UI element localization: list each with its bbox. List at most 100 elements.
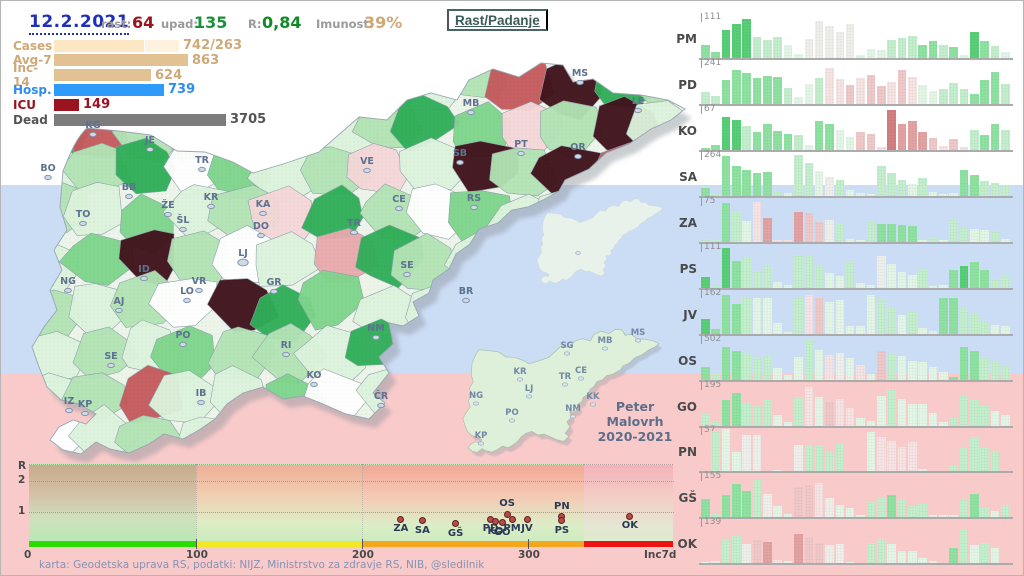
date-label: 12.2.2021 [29,12,130,35]
chart-bar [1001,238,1010,242]
chart-bar [845,24,855,59]
chart-bar [711,420,720,426]
chart-bar [701,366,710,380]
chart-bar [908,225,917,242]
chart-bar [887,110,896,151]
chart-bar [773,414,783,426]
chart-bar [804,212,814,242]
x-label-0: 0 [24,549,32,561]
chart-bar [742,73,751,105]
chart-bar [752,201,762,242]
chart-bar [970,228,979,242]
chart-bar [794,135,803,151]
svg-text:TR: TR [559,372,572,382]
scatter-point-label: PD [482,523,499,535]
chart-bar [825,301,834,334]
chart-bar [959,530,969,564]
chart-bar [928,41,938,59]
scatter-point-ok [626,512,634,520]
chart-bar [939,45,948,59]
chart-bar [752,173,762,196]
chart-bar [783,421,793,426]
chart-bar [918,45,927,59]
rast-padanje-button[interactable]: Rast/Padanje [447,9,548,31]
chart-bar [980,405,990,426]
chart-baseline [699,333,1013,336]
stat-row-hosp: Hosp. 739 [13,82,195,97]
chart-bar [897,224,907,242]
region-chart-label: ZA [679,215,697,230]
svg-text:MB: MB [463,98,480,109]
region-chart-label: PS [679,261,697,276]
stat-label: Inc-14 [13,61,39,90]
chart-bar [980,508,990,518]
chart-bar [980,229,990,242]
region-chart-label: PN [678,445,697,460]
svg-text:ČR: ČR [374,390,389,402]
chart-bar [814,396,824,426]
svg-text:LJ: LJ [238,248,248,259]
chart-bar [970,175,979,196]
svg-text:DO: DO [253,221,269,232]
scatter-point-go [498,519,506,527]
chart-bar [825,219,834,242]
chart-bar [742,220,751,242]
chart-bar [763,172,772,196]
chart-bar [908,77,917,105]
chart-bar [928,192,938,196]
chart-bar [845,407,855,426]
chart-bar [1001,364,1010,380]
chart-bar [752,132,762,151]
svg-text:NG: NG [469,391,483,401]
chart-bar [908,274,917,288]
chart-bar [949,376,958,380]
svg-text:KA: KA [256,199,271,210]
chart-bar [773,191,783,196]
upad-value: 135 [194,13,228,32]
chart-bar [908,360,917,380]
chart-bar [970,32,979,59]
chart-bar [845,357,855,380]
chart-bar [949,548,958,564]
chart-bar [897,447,907,472]
svg-text:CE: CE [392,194,405,205]
stat-label: Hosp. [13,82,52,97]
chart-bar [980,269,990,288]
chart-bar [711,561,720,564]
chart-bar [897,271,907,288]
strip-red [584,541,673,547]
chart-bar [783,561,793,564]
scatter-point-label: SA [414,524,430,536]
chart-bar [794,356,803,380]
chart-baseline [699,58,1013,61]
chart-bar [721,30,731,59]
chart-bar [970,261,979,288]
chart-bar [887,388,896,426]
chart-bar [773,131,783,151]
chart-bar [939,421,948,426]
chart-bar [742,170,751,196]
chart-bar [887,173,896,196]
chart-bar [825,272,834,288]
chart-bar [939,371,948,380]
chart-bar [835,505,845,518]
stat-value: 624 [155,67,183,83]
svg-text:RI: RI [281,340,292,351]
chart-bar [990,72,1000,105]
chart-bar [701,238,710,242]
chart-bar [908,403,917,426]
chart-bar [763,217,772,242]
svg-text:TO: TO [76,209,91,220]
chart-bar [908,184,917,196]
chart-bar [887,82,896,105]
x-label-300: 300 [518,549,540,561]
chart-bar [804,163,814,196]
chart-bar [742,491,751,518]
scatter-zone-330-plus [584,464,673,542]
chart-bar [939,146,948,151]
scatter-point-gš [452,520,460,528]
chart-bar [825,177,834,196]
chart-bar [970,494,979,518]
imunost-value: 39% [364,13,403,32]
chart-bar [814,265,824,288]
